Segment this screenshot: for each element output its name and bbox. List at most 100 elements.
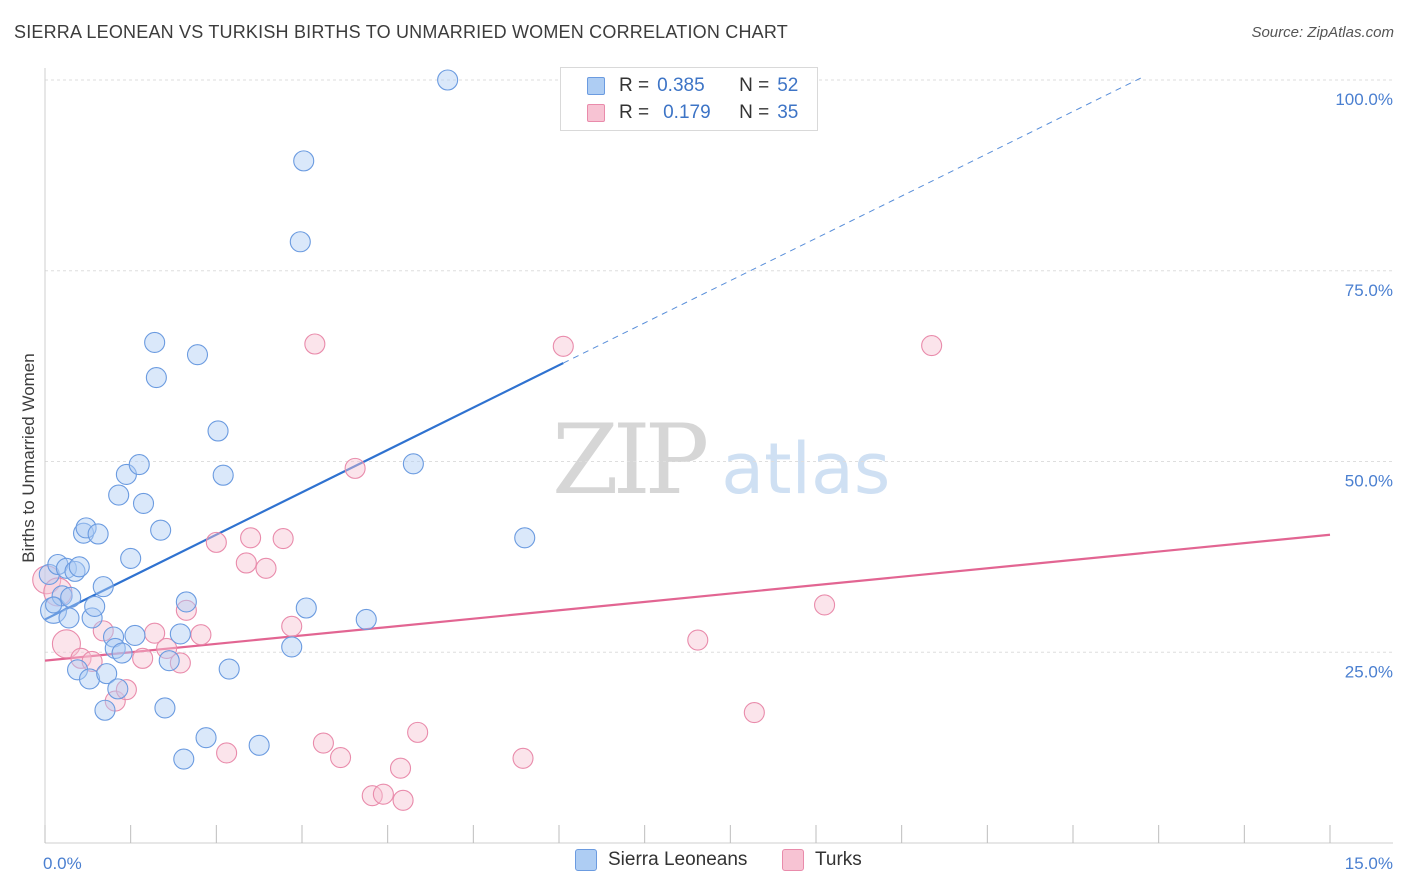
legend-r-label: R = — [619, 75, 650, 96]
watermark-zip: ZIP — [552, 404, 709, 516]
legend-n-value: 35 — [777, 102, 799, 123]
data-point-sierra-leoneans — [207, 420, 229, 442]
data-point-sierra-leoneans — [173, 748, 195, 770]
data-point-turks — [115, 679, 137, 701]
data-point-turks — [361, 785, 383, 807]
legend-item-turks[interactable]: Turks — [782, 849, 862, 871]
legend-swatch-pink — [782, 849, 804, 871]
legend-r-value: 0.385 — [657, 75, 705, 96]
data-point-sierra-leoneans — [58, 607, 80, 629]
data-point-turks — [205, 531, 227, 553]
data-point-sierra-leoneans — [514, 527, 536, 549]
data-point-turks — [814, 594, 836, 616]
chart-title: SIERRA LEONEAN VS TURKISH BIRTHS TO UNMA… — [14, 22, 788, 42]
data-point-turks — [921, 334, 943, 357]
y-tick-label: 75.0% — [1345, 281, 1393, 300]
data-point-turks — [190, 624, 212, 646]
data-point-sierra-leoneans — [402, 453, 424, 475]
legend-n-value: 52 — [777, 75, 799, 96]
data-point-turks — [312, 732, 334, 754]
legend-swatch-blue — [587, 77, 605, 95]
trendline-sierra-leoneans-extension — [563, 75, 1145, 364]
data-point-sierra-leoneans — [289, 231, 311, 253]
data-point-turks — [389, 757, 412, 779]
x-tick-label: 15.0% — [1345, 854, 1393, 873]
data-point-turks — [304, 333, 326, 355]
legend-row-sierra-leoneans: R = 0.385 N = 52 — [587, 74, 798, 98]
watermark: ZIP atlas — [552, 404, 890, 516]
source-label: Source: ZipAtlas.com — [1251, 24, 1394, 41]
data-point-turks — [281, 615, 303, 637]
x-tick-label: 0.0% — [43, 854, 82, 873]
data-point-sierra-leoneans — [87, 523, 109, 545]
data-point-sierra-leoneans — [295, 597, 317, 619]
data-point-sierra-leoneans — [124, 624, 146, 647]
data-point-sierra-leoneans — [281, 636, 303, 658]
tick-labels: 25.0% 50.0% 75.0% 100.0% 0.0% 15.0% — [43, 90, 1393, 873]
trendline-sierra-leoneans — [44, 362, 564, 621]
data-point-turks — [216, 742, 238, 764]
data-point-turks — [329, 746, 352, 769]
data-point-sierra-leoneans — [107, 678, 129, 700]
y-tick-label: 25.0% — [1345, 662, 1393, 681]
data-point-sierra-leoneans — [111, 642, 133, 664]
data-point-sierra-leoneans — [293, 150, 315, 172]
data-point-sierra-leoneans — [75, 517, 97, 539]
data-point-sierra-leoneans — [154, 697, 176, 719]
data-point-sierra-leoneans — [195, 727, 217, 749]
trendline-turks — [44, 533, 1331, 662]
data-point-turks — [272, 528, 294, 550]
trend-lines — [44, 75, 1331, 662]
legend-row-turks: R = 0.179 N = 35 — [587, 101, 798, 125]
data-point-sierra-leoneans — [92, 576, 114, 598]
data-point-sierra-leoneans — [84, 595, 106, 618]
legend-swatch-blue — [575, 849, 597, 871]
y-axis-label: Births to Unmarried Women — [19, 353, 38, 562]
data-point-turks — [240, 527, 262, 549]
data-point-sierra-leoneans — [67, 659, 89, 681]
data-point-turks — [552, 335, 574, 357]
data-point-turks — [372, 783, 394, 805]
data-point-turks — [743, 701, 765, 724]
y-tick-label: 50.0% — [1345, 472, 1393, 491]
data-point-sierra-leoneans — [437, 69, 459, 91]
data-point-sierra-leoneans — [144, 331, 166, 354]
legend-label: Turks — [815, 849, 862, 870]
data-point-sierra-leoneans — [175, 591, 197, 613]
data-point-turks — [132, 647, 154, 669]
data-point-sierra-leoneans — [355, 608, 377, 630]
legend-r-label: R = — [619, 102, 650, 123]
legend-item-sierra-leoneans[interactable]: Sierra Leoneans — [575, 849, 747, 871]
data-point-sierra-leoneans — [108, 484, 130, 506]
data-point-sierra-leoneans — [169, 623, 191, 645]
data-point-sierra-leoneans — [68, 556, 90, 578]
y-tick-label: 100.0% — [1335, 90, 1393, 109]
data-point-turks — [51, 629, 81, 659]
data-point-sierra-leoneans — [150, 519, 172, 541]
data-point-sierra-leoneans — [132, 492, 155, 515]
data-point-sierra-leoneans — [51, 585, 73, 607]
axes — [44, 68, 1393, 844]
data-point-sierra-leoneans — [186, 344, 209, 366]
data-point-sierra-leoneans — [218, 658, 240, 680]
data-point-sierra-leoneans — [158, 650, 180, 672]
legend-swatch-pink — [587, 104, 605, 122]
data-point-turks — [407, 721, 429, 743]
watermark-atlas: atlas — [721, 428, 891, 510]
legend-label: Sierra Leoneans — [608, 849, 748, 870]
data-point-sierra-leoneans — [128, 454, 150, 476]
data-point-sierra-leoneans — [120, 547, 142, 569]
series-turks-points — [32, 333, 943, 811]
data-point-sierra-leoneans — [60, 586, 82, 608]
data-point-sierra-leoneans — [212, 464, 234, 486]
series-sierra-leoneans-points — [38, 69, 536, 770]
series-legend: Sierra Leoneans Turks — [0, 849, 1406, 879]
data-point-turks — [255, 557, 277, 579]
data-point-sierra-leoneans — [45, 596, 63, 614]
data-point-turks — [235, 552, 257, 574]
data-point-turks — [687, 629, 709, 651]
data-point-turks — [175, 599, 197, 621]
legend-n-label: N = — [739, 75, 770, 96]
data-point-sierra-leoneans — [78, 668, 101, 690]
